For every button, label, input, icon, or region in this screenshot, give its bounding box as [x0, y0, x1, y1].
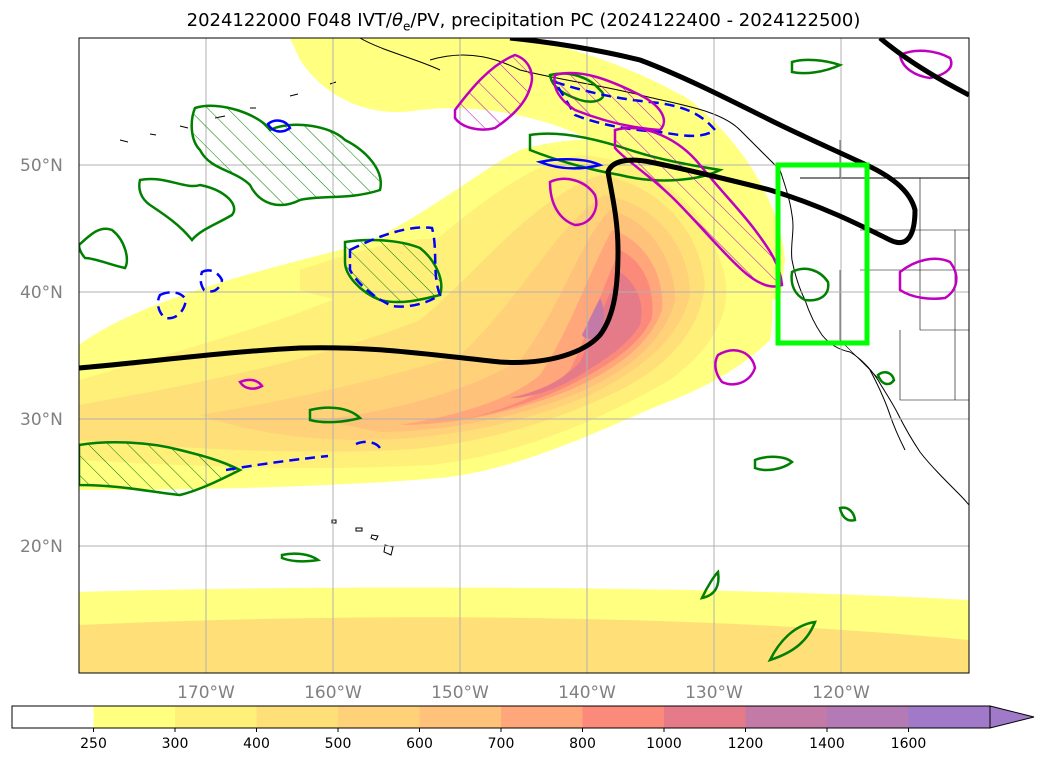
ivt-region-700: [400, 230, 663, 425]
colorbar-segment: [12, 706, 94, 728]
colorbar-label: 600: [406, 736, 433, 752]
pv-positive-contours: [79, 58, 896, 663]
title-prefix: 2024122000 F048 IVT/: [186, 10, 392, 31]
colorbar-segment: [745, 706, 828, 728]
north-america-coast: [779, 169, 969, 506]
precip-contours: [238, 49, 958, 390]
colorbar-segment: [582, 706, 665, 728]
lat-label-40n: 40°N: [20, 283, 63, 303]
pv-neg-central-pacific: [348, 226, 442, 308]
lon-label-140w: 140°W: [558, 683, 616, 703]
pv-neg-west-1: [156, 291, 188, 320]
lon-label-170w: 170°W: [177, 683, 235, 703]
pv-contour-small-2: [753, 455, 794, 472]
colorbar-segment: [827, 706, 909, 728]
colorbar-label: 300: [162, 736, 189, 752]
latitude-labels: 20°N 30°N 40°N 50°N: [20, 156, 63, 557]
longitude-labels: 170°W 160°W 150°W 140°W 130°W 120°W: [177, 683, 870, 703]
lon-label-120w: 120°W: [812, 683, 870, 703]
colorbar-label: 500: [325, 736, 352, 752]
pv-contour-small-1: [308, 406, 363, 424]
precip-contour-gulf-alaska: [453, 53, 534, 131]
lat-label-20n: 20°N: [20, 537, 63, 557]
colorbar-label: 800: [569, 736, 596, 752]
precip-contour-ne-corner: [898, 49, 953, 80]
highlight-box: [775, 162, 870, 346]
pv-contour-small-6: [838, 506, 857, 522]
ivt-band-north-pacific: [290, 38, 785, 300]
pv-neg-subtropical: [225, 454, 329, 472]
colorbar-segment: [501, 706, 583, 728]
colorbar-segment: [175, 706, 257, 728]
colorbar-segment: [93, 706, 176, 728]
precip-contour-offshore-2: [714, 349, 757, 386]
title-suffix: /PV, precipitation PC (2024122400 - 2024…: [410, 10, 861, 31]
ivt-band-south-inner: [79, 617, 969, 673]
pv-neg-west-2: [199, 269, 224, 293]
ivt-filled-contours: [79, 38, 969, 673]
map-frame: [78, 37, 970, 674]
colorbar-label: 250: [80, 736, 107, 752]
colorbar-segment: [664, 706, 746, 728]
title-theta-sub: e: [403, 19, 411, 34]
pv-contour-subtropical: [79, 441, 243, 497]
pv-neg-small-2: [535, 158, 604, 170]
colorbar-segment: [256, 706, 339, 728]
lat-label-30n: 30°N: [20, 410, 63, 430]
theta-e-contour-ne: [878, 38, 969, 98]
precip-contour-offshore-1: [548, 177, 598, 227]
colorbar-label: 1200: [728, 736, 764, 752]
colorbar-segment: [908, 706, 991, 728]
pv-contour-small-3: [767, 620, 817, 663]
lon-label-160w: 160°W: [304, 683, 362, 703]
precip-contour-interior: [898, 257, 958, 300]
colorbar-label: 400: [243, 736, 270, 752]
colorbar-label: 1600: [891, 736, 927, 752]
map-title: 2024122000 F048 IVT/θe/PV, precipitation…: [0, 10, 1047, 34]
pv-neg-small-1: [266, 119, 292, 133]
pv-contour-west-edge: [79, 227, 129, 270]
baja-california: [869, 369, 906, 451]
pv-contour-small-8: [790, 58, 844, 75]
colorbar-segment: [419, 706, 502, 728]
pv-contour-aleutian-small: [138, 177, 236, 242]
colorbar-segment: [338, 706, 420, 728]
precip-contour-small: [238, 378, 264, 390]
pv-neg-small-3: [355, 440, 382, 449]
colorbar-label: 1000: [646, 736, 682, 752]
pv-contour-norcal: [790, 267, 830, 302]
theta-e-contour-main: [79, 38, 918, 371]
theta-e-contours: [79, 38, 969, 371]
map-panel: [79, 38, 969, 673]
lon-label-130w: 130°W: [685, 683, 743, 703]
colorbar: 250 300 400 500 600 700 800 1000 1200 1400 1600: [11, 705, 1035, 752]
lat-label-50n: 50°N: [20, 156, 63, 176]
pv-contour-small-4: [699, 569, 720, 600]
colorbar-label: 1400: [809, 736, 845, 752]
colorbar-extend-arrow: [989, 705, 1035, 729]
title-theta: θ: [391, 10, 403, 31]
precip-contour-coastal-band: [613, 126, 784, 288]
pv-contour-small-7: [876, 371, 896, 386]
ivt-region-1000: [510, 272, 642, 398]
lon-label-150w: 150°W: [431, 683, 489, 703]
colorbar-label: 700: [488, 736, 515, 752]
pv-contour-small-5: [280, 552, 322, 563]
hawaii-islands: [331, 519, 394, 556]
precip-contour-northern: [553, 71, 666, 132]
